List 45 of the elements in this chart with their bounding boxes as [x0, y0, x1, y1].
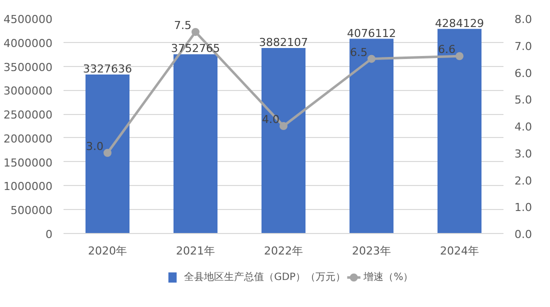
y-tick-label: 0	[46, 228, 52, 241]
y-tick-label: 4000000	[4, 36, 53, 50]
y-tick-label: 2500000	[4, 108, 53, 122]
y-tick-label: 500000	[10, 204, 53, 218]
legend-label: 增速（%）	[362, 271, 414, 283]
x-tick-label: 2022年	[264, 244, 304, 258]
point	[368, 54, 376, 63]
bar	[86, 74, 130, 234]
data-label: 3882107	[259, 36, 308, 50]
x-tick-label: 2024年	[440, 244, 480, 258]
y2-tick-label: 3.0	[514, 147, 532, 160]
y-tick-label: 1500000	[4, 156, 53, 170]
data-label: 4076112	[347, 26, 396, 40]
bar	[438, 28, 482, 234]
y-tick-label: 2000000	[4, 132, 53, 146]
x-tick-label: 2020年	[88, 244, 128, 258]
y2-tick-label: 4.0	[514, 120, 532, 134]
data-label: 7.5	[174, 18, 192, 32]
y-tick-label: 1000000	[4, 180, 53, 194]
data-label: 4284129	[435, 16, 484, 30]
legend-label: 全县地区生产总值（GDP）（万元）	[184, 271, 346, 283]
data-label: 6.5	[350, 46, 368, 59]
point	[456, 52, 464, 60]
x-tick-label: 2023年	[352, 244, 392, 258]
bar	[262, 48, 306, 234]
y-tick-label: 3500000	[4, 60, 53, 74]
x-tick-label: 2021年	[176, 244, 216, 258]
y2-tick-label: 7.0	[514, 40, 532, 53]
y2-tick-label: 8.0	[514, 13, 532, 26]
y2-tick-label: 1.0	[514, 201, 532, 214]
bar	[174, 54, 218, 234]
data-label: 3.0	[86, 140, 104, 153]
y2-tick-label: 2.0	[514, 174, 532, 188]
point	[280, 122, 288, 130]
y2-tick-label: 0.0	[514, 228, 532, 241]
point	[104, 148, 112, 157]
data-label: 3752765	[171, 42, 220, 56]
data-label: 3327636	[83, 62, 132, 76]
y2-tick-label: 5.0	[514, 94, 532, 107]
y2-tick-label: 6.0	[514, 66, 532, 80]
y-tick-label: 4500000	[4, 13, 53, 26]
y-tick-label: 3000000	[4, 84, 53, 98]
bar	[350, 38, 394, 234]
point	[192, 28, 200, 36]
data-label: 6.6	[438, 43, 456, 56]
